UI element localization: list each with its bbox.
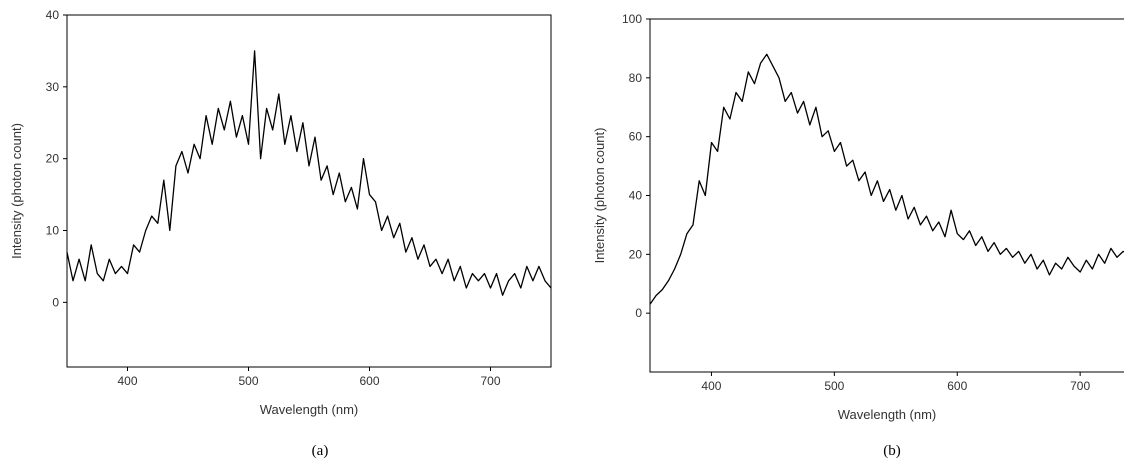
x-tick-label: 600 [947, 379, 967, 393]
y-tick-label: 100 [622, 12, 642, 26]
x-axis-label: Wavelength (nm) [260, 402, 359, 417]
x-tick-label: 400 [117, 374, 137, 388]
x-axis-label: Wavelength (nm) [838, 407, 937, 422]
plot-frame [66, 14, 552, 368]
y-tick-label: 30 [46, 80, 60, 94]
caption: (b) [883, 443, 901, 459]
x-tick-label: 700 [480, 374, 500, 388]
y-axis-label: Intensity (photon count) [592, 128, 607, 264]
y-tick-label: 10 [46, 224, 60, 238]
y-tick-label: 20 [46, 152, 60, 166]
y-tick-label: 0 [52, 295, 59, 309]
y-tick-label: 60 [629, 130, 643, 144]
x-tick-label: 600 [359, 374, 379, 388]
plot-area [67, 50, 551, 296]
x-tick-label: 500 [824, 379, 844, 393]
data-line [67, 50, 551, 296]
y-axis-label: Intensity (photon count) [9, 123, 24, 259]
data-line [650, 53, 1124, 305]
panel: 400 500 600 700 0 20 40 60 80 100 Wavelength (nm) I… [592, 12, 1124, 459]
x-tick-label: 500 [238, 374, 258, 388]
caption: (a) [312, 443, 329, 459]
x-tick-label: 700 [1070, 379, 1090, 393]
y-tick-label: 40 [46, 8, 60, 22]
y-tick-label: 80 [629, 71, 643, 85]
panel: 400 500 600 700 0 10 20 30 40 Wavelength (nm) Inte… [9, 8, 552, 459]
plot-area [650, 53, 1124, 305]
y-tick-label: 40 [629, 189, 643, 203]
y-tick-label: 20 [629, 247, 643, 261]
x-tick-label: 400 [701, 379, 721, 393]
y-tick-label: 0 [635, 306, 642, 320]
